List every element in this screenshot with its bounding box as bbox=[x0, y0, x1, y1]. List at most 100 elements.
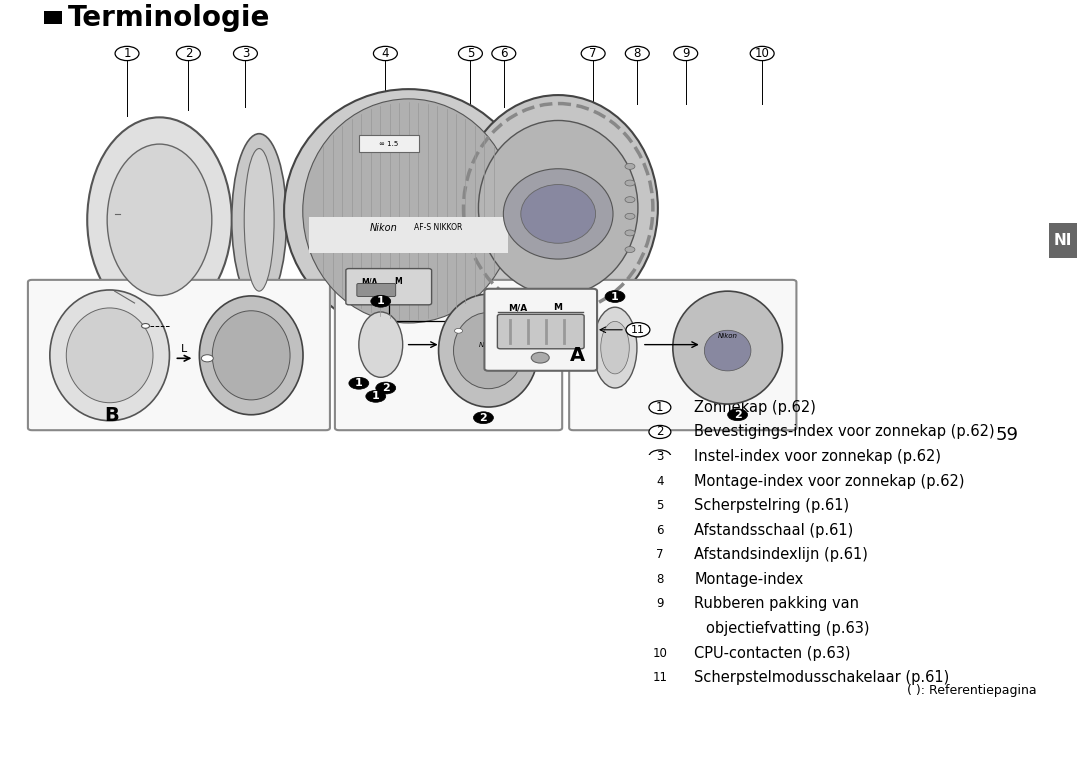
Circle shape bbox=[605, 290, 625, 303]
Circle shape bbox=[625, 197, 635, 203]
Text: M: M bbox=[394, 277, 403, 286]
Circle shape bbox=[649, 524, 671, 537]
Text: 7: 7 bbox=[590, 47, 597, 60]
Circle shape bbox=[349, 378, 368, 389]
Text: 10: 10 bbox=[652, 647, 667, 660]
Circle shape bbox=[201, 355, 214, 362]
Text: 6: 6 bbox=[500, 47, 508, 60]
FancyBboxPatch shape bbox=[28, 280, 329, 430]
Ellipse shape bbox=[200, 296, 303, 414]
Circle shape bbox=[374, 47, 397, 61]
Text: Afstandsschaal (p.61): Afstandsschaal (p.61) bbox=[694, 522, 853, 538]
FancyBboxPatch shape bbox=[498, 314, 584, 349]
Circle shape bbox=[531, 352, 550, 363]
Ellipse shape bbox=[144, 165, 205, 275]
FancyBboxPatch shape bbox=[335, 280, 563, 430]
FancyBboxPatch shape bbox=[356, 283, 395, 296]
Ellipse shape bbox=[503, 169, 613, 259]
FancyBboxPatch shape bbox=[359, 136, 419, 152]
Ellipse shape bbox=[600, 322, 630, 374]
FancyBboxPatch shape bbox=[309, 217, 509, 253]
Ellipse shape bbox=[593, 307, 637, 388]
FancyBboxPatch shape bbox=[569, 280, 796, 430]
Text: 9: 9 bbox=[657, 597, 663, 611]
Text: Nikon: Nikon bbox=[478, 342, 498, 348]
Ellipse shape bbox=[66, 308, 153, 403]
FancyBboxPatch shape bbox=[346, 269, 432, 305]
Text: objectiefvatting (p.63): objectiefvatting (p.63) bbox=[706, 621, 869, 636]
Circle shape bbox=[649, 597, 671, 611]
Text: Instel-index voor zonnekap (p.62): Instel-index voor zonnekap (p.62) bbox=[694, 449, 942, 464]
Text: Afstandsindexlijn (p.61): Afstandsindexlijn (p.61) bbox=[694, 548, 868, 562]
Ellipse shape bbox=[302, 99, 514, 323]
Circle shape bbox=[176, 47, 201, 61]
Text: Zonnekap (p.62): Zonnekap (p.62) bbox=[694, 400, 816, 415]
Text: Scherpstelmodusschakelaar (p.61): Scherpstelmodusschakelaar (p.61) bbox=[694, 670, 949, 686]
Ellipse shape bbox=[213, 311, 291, 400]
Text: 59: 59 bbox=[996, 427, 1018, 444]
Circle shape bbox=[649, 401, 671, 414]
Text: 4: 4 bbox=[381, 47, 389, 60]
Text: 11: 11 bbox=[652, 671, 667, 684]
Ellipse shape bbox=[459, 95, 658, 321]
Circle shape bbox=[473, 412, 494, 424]
Text: Terminologie: Terminologie bbox=[68, 4, 270, 32]
Text: 8: 8 bbox=[634, 47, 642, 60]
Text: 9: 9 bbox=[681, 47, 689, 60]
Circle shape bbox=[649, 475, 671, 488]
Circle shape bbox=[141, 323, 149, 329]
Ellipse shape bbox=[284, 89, 534, 332]
Text: 2: 2 bbox=[480, 413, 487, 423]
Text: 1: 1 bbox=[355, 378, 363, 388]
Ellipse shape bbox=[232, 134, 286, 306]
Circle shape bbox=[233, 47, 257, 61]
FancyBboxPatch shape bbox=[485, 289, 597, 371]
Circle shape bbox=[649, 425, 671, 438]
Ellipse shape bbox=[244, 149, 274, 291]
Text: Montage-index voor zonnekap (p.62): Montage-index voor zonnekap (p.62) bbox=[694, 473, 964, 489]
Ellipse shape bbox=[704, 330, 751, 371]
FancyBboxPatch shape bbox=[1049, 223, 1077, 258]
Text: 1: 1 bbox=[377, 296, 384, 306]
Text: 10: 10 bbox=[755, 47, 770, 60]
Circle shape bbox=[581, 47, 605, 61]
Circle shape bbox=[625, 180, 635, 186]
Ellipse shape bbox=[50, 290, 170, 421]
Text: ∞ 1.5: ∞ 1.5 bbox=[379, 141, 399, 147]
Text: M/A: M/A bbox=[361, 277, 377, 286]
Circle shape bbox=[649, 450, 671, 463]
Text: 4: 4 bbox=[657, 475, 663, 488]
Text: 5: 5 bbox=[657, 499, 663, 512]
Text: Nikon: Nikon bbox=[369, 223, 397, 233]
Circle shape bbox=[625, 247, 635, 253]
Text: Rubberen pakking van: Rubberen pakking van bbox=[694, 597, 860, 611]
Ellipse shape bbox=[478, 120, 638, 296]
Text: 2: 2 bbox=[185, 47, 192, 60]
Circle shape bbox=[366, 391, 386, 402]
Text: 2: 2 bbox=[382, 383, 390, 393]
Text: L: L bbox=[181, 344, 188, 354]
FancyBboxPatch shape bbox=[44, 11, 62, 24]
Ellipse shape bbox=[132, 152, 217, 288]
Circle shape bbox=[376, 382, 395, 394]
Circle shape bbox=[728, 409, 747, 421]
Circle shape bbox=[649, 499, 671, 512]
Text: Scherpstelring (p.61): Scherpstelring (p.61) bbox=[694, 498, 850, 513]
Ellipse shape bbox=[673, 291, 783, 404]
Text: A: A bbox=[570, 346, 585, 365]
Text: Bevestigings-index voor zonnekap (p.62): Bevestigings-index voor zonnekap (p.62) bbox=[694, 424, 995, 440]
Text: M/A: M/A bbox=[509, 303, 528, 312]
Ellipse shape bbox=[454, 313, 524, 388]
Circle shape bbox=[370, 296, 391, 307]
Text: 1: 1 bbox=[123, 47, 131, 60]
Ellipse shape bbox=[359, 312, 403, 378]
Circle shape bbox=[674, 47, 698, 61]
Circle shape bbox=[649, 671, 671, 684]
Text: 1: 1 bbox=[372, 391, 380, 401]
Text: Nikon: Nikon bbox=[717, 332, 738, 339]
Circle shape bbox=[625, 213, 635, 219]
Text: 6: 6 bbox=[657, 524, 663, 537]
Text: Montage-index: Montage-index bbox=[694, 572, 804, 587]
Text: ( ): Referentiepagina: ( ): Referentiepagina bbox=[907, 683, 1037, 696]
Ellipse shape bbox=[438, 294, 538, 407]
